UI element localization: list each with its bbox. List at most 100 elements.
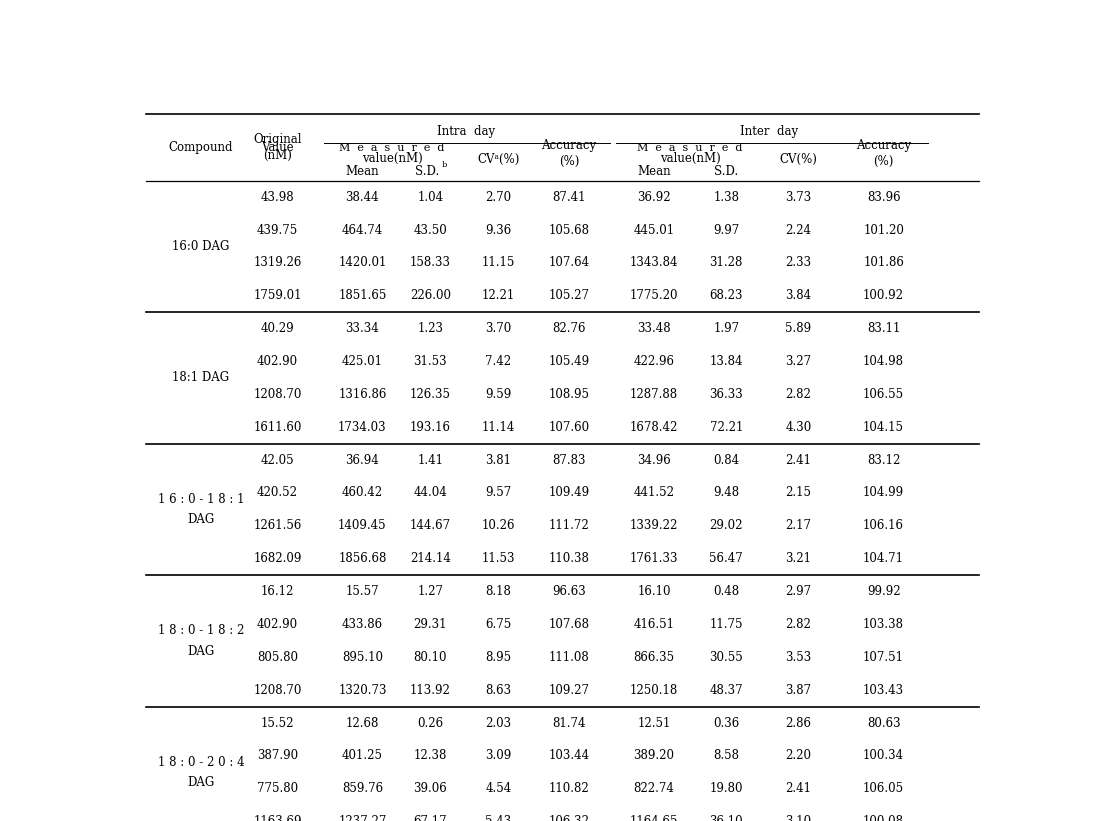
Text: Accuracy: Accuracy xyxy=(542,140,597,153)
Text: 1.97: 1.97 xyxy=(713,322,739,335)
Text: 1761.33: 1761.33 xyxy=(630,553,678,565)
Text: 31.28: 31.28 xyxy=(710,256,743,269)
Text: 126.35: 126.35 xyxy=(410,388,451,401)
Text: 11.75: 11.75 xyxy=(710,618,743,631)
Text: 3.27: 3.27 xyxy=(785,355,812,368)
Text: 103.38: 103.38 xyxy=(863,618,904,631)
Text: 3.10: 3.10 xyxy=(785,815,812,821)
Text: 420.52: 420.52 xyxy=(257,487,298,499)
Text: 1611.60: 1611.60 xyxy=(253,420,302,433)
Text: 108.95: 108.95 xyxy=(548,388,589,401)
Text: 8.18: 8.18 xyxy=(486,585,511,599)
Text: 16:0 DAG: 16:0 DAG xyxy=(172,240,229,253)
Text: 775.80: 775.80 xyxy=(257,782,298,796)
Text: 103.44: 103.44 xyxy=(548,750,589,763)
Text: 3.21: 3.21 xyxy=(785,553,812,565)
Text: 100.34: 100.34 xyxy=(863,750,904,763)
Text: 2.86: 2.86 xyxy=(785,717,812,730)
Text: 5.43: 5.43 xyxy=(485,815,511,821)
Text: 48.37: 48.37 xyxy=(710,684,743,697)
Text: 1420.01: 1420.01 xyxy=(338,256,386,269)
Text: 1759.01: 1759.01 xyxy=(253,289,302,302)
Text: b: b xyxy=(442,161,448,169)
Text: 104.71: 104.71 xyxy=(863,553,904,565)
Text: 44.04: 44.04 xyxy=(414,487,448,499)
Text: 11.14: 11.14 xyxy=(482,420,516,433)
Text: 1208.70: 1208.70 xyxy=(253,388,302,401)
Text: 12.38: 12.38 xyxy=(414,750,448,763)
Text: 3.70: 3.70 xyxy=(485,322,511,335)
Text: 107.51: 107.51 xyxy=(863,651,904,664)
Text: 101.20: 101.20 xyxy=(863,223,904,236)
Text: 8.95: 8.95 xyxy=(485,651,511,664)
Text: 36.10: 36.10 xyxy=(710,815,743,821)
Text: (%): (%) xyxy=(873,155,894,168)
Text: 83.11: 83.11 xyxy=(867,322,901,335)
Text: 1343.84: 1343.84 xyxy=(630,256,678,269)
Text: 19.80: 19.80 xyxy=(710,782,743,796)
Text: 2.24: 2.24 xyxy=(785,223,812,236)
Text: M  e  a  s  u  r  e  d: M e a s u r e d xyxy=(637,143,743,153)
Text: 1164.65: 1164.65 xyxy=(630,815,678,821)
Text: 1856.68: 1856.68 xyxy=(338,553,386,565)
Text: value(nM): value(nM) xyxy=(659,152,721,165)
Text: 11.15: 11.15 xyxy=(482,256,516,269)
Text: DAG: DAG xyxy=(188,513,215,526)
Text: 10.26: 10.26 xyxy=(482,520,516,532)
Text: 1287.88: 1287.88 xyxy=(630,388,678,401)
Text: 2.82: 2.82 xyxy=(785,388,812,401)
Text: 441.52: 441.52 xyxy=(634,487,675,499)
Text: 82.76: 82.76 xyxy=(552,322,586,335)
Text: S.D.: S.D. xyxy=(415,165,439,177)
Text: 1682.09: 1682.09 xyxy=(253,553,302,565)
Text: 1.41: 1.41 xyxy=(418,454,443,466)
Text: 107.60: 107.60 xyxy=(548,420,589,433)
Text: 402.90: 402.90 xyxy=(257,618,298,631)
Text: 9.48: 9.48 xyxy=(713,487,739,499)
Text: 2.97: 2.97 xyxy=(785,585,812,599)
Text: 1.27: 1.27 xyxy=(418,585,443,599)
Text: 460.42: 460.42 xyxy=(342,487,383,499)
Text: CVᵃ(%): CVᵃ(%) xyxy=(477,153,520,166)
Text: 1 8 : 0 - 1 8 : 2: 1 8 : 0 - 1 8 : 2 xyxy=(158,624,244,637)
Text: M  e  a  s  u  r  e  d: M e a s u r e d xyxy=(339,143,445,153)
Text: 31.53: 31.53 xyxy=(414,355,448,368)
Text: 105.68: 105.68 xyxy=(548,223,589,236)
Text: 9.57: 9.57 xyxy=(485,487,511,499)
Text: 110.82: 110.82 xyxy=(548,782,589,796)
Text: 1.04: 1.04 xyxy=(417,190,443,204)
Text: 113.92: 113.92 xyxy=(410,684,451,697)
Text: DAG: DAG xyxy=(188,644,215,658)
Text: 422.96: 422.96 xyxy=(634,355,675,368)
Text: 36.94: 36.94 xyxy=(346,454,380,466)
Text: 99.92: 99.92 xyxy=(867,585,901,599)
Text: 8.63: 8.63 xyxy=(485,684,511,697)
Text: 107.68: 107.68 xyxy=(548,618,589,631)
Text: CV(%): CV(%) xyxy=(780,153,817,166)
Text: 109.27: 109.27 xyxy=(548,684,589,697)
Text: 109.49: 109.49 xyxy=(548,487,589,499)
Text: 104.99: 104.99 xyxy=(863,487,904,499)
Text: 6.75: 6.75 xyxy=(485,618,511,631)
Text: 2.17: 2.17 xyxy=(785,520,812,532)
Text: 401.25: 401.25 xyxy=(342,750,383,763)
Text: 105.27: 105.27 xyxy=(548,289,589,302)
Text: 445.01: 445.01 xyxy=(633,223,675,236)
Text: 68.23: 68.23 xyxy=(710,289,743,302)
Text: 9.59: 9.59 xyxy=(485,388,511,401)
Text: 4.54: 4.54 xyxy=(485,782,511,796)
Text: 1339.22: 1339.22 xyxy=(630,520,678,532)
Text: 101.86: 101.86 xyxy=(863,256,904,269)
Text: 81.74: 81.74 xyxy=(552,717,586,730)
Text: 3.84: 3.84 xyxy=(785,289,812,302)
Text: 40.29: 40.29 xyxy=(261,322,294,335)
Text: 3.09: 3.09 xyxy=(485,750,511,763)
Text: 1320.73: 1320.73 xyxy=(338,684,386,697)
Text: 1.38: 1.38 xyxy=(713,190,739,204)
Text: 1409.45: 1409.45 xyxy=(338,520,387,532)
Text: 805.80: 805.80 xyxy=(257,651,298,664)
Text: 29.02: 29.02 xyxy=(710,520,743,532)
Text: 1775.20: 1775.20 xyxy=(630,289,678,302)
Text: 193.16: 193.16 xyxy=(410,420,451,433)
Text: 11.53: 11.53 xyxy=(482,553,516,565)
